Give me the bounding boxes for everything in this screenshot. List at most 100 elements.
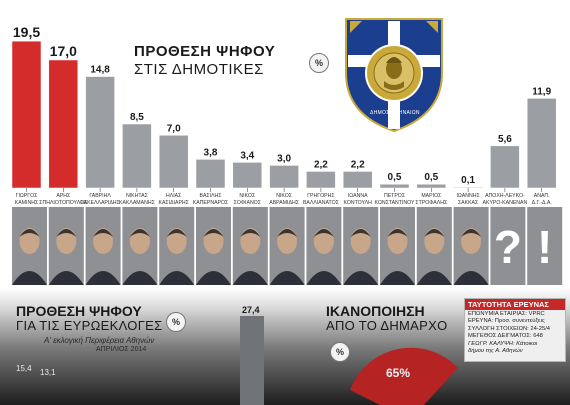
candidate-name-label: ΚΑΜΙΝΗΣ xyxy=(15,200,38,206)
candidate-name-label: ΑΡΗΣ xyxy=(56,193,70,199)
satisfaction-value: 65% xyxy=(386,366,411,380)
candidate-name-label: ΝΙΚΟΣ xyxy=(276,193,292,199)
candidate-portrait xyxy=(48,207,84,285)
survey-line: ΕΡΕΥΝΑ: Προσ. συνεντεύξεις xyxy=(468,318,545,325)
bar-value-label: 3,0 xyxy=(277,153,291,164)
candidate-portrait xyxy=(416,207,452,285)
candidate-name-label: ΙΩΑΝΝΑ xyxy=(348,193,368,199)
euro-title-line2: ΓΙΑ ΤΙΣ ΕΥΡΩΕΚΛΟΓΕΣ xyxy=(16,318,163,333)
bar xyxy=(306,171,336,189)
bar xyxy=(416,183,447,189)
survey-info-box: ΤΑΥΤΟΤΗΤΑ ΕΡΕΥΝΑΣ ΕΠΩΝΥΜΙΑ ΕΤΑΙΡΙΑΣ: VPR… xyxy=(464,298,566,362)
candidate-name-label: ΚΑΠΕΡΝΑΡΟΣ xyxy=(193,200,229,206)
candidate-portrait xyxy=(85,207,121,285)
candidate-name-label: ΙΩΑΝΝΗΣ xyxy=(456,193,479,199)
candidate-name-label: ΜΑΡΙΟΣ xyxy=(421,193,441,199)
candidate-portrait xyxy=(453,207,489,285)
satisfaction-title-line2: ΑΠΟ ΤΟ ΔΗΜΑΡΧΟ xyxy=(326,318,448,333)
candidate-name-label: ΚΩΝΣΤΑΝΤΙΝΟΥ xyxy=(375,200,416,206)
candidate-name-label: ΑΠΟΧΗ-ΛΕΥΚΟ- xyxy=(485,193,525,199)
candidate-name-label: ΠΕΤΡΟΣ xyxy=(384,193,405,199)
bar-value-label: 2,2 xyxy=(351,159,365,170)
bar xyxy=(195,159,226,189)
euro-subtitle-region: Α' εκλογική Περιφέρεια Αθηνών xyxy=(44,336,155,345)
bar-value-label: 14,8 xyxy=(90,65,110,76)
candidate-portrait xyxy=(343,207,379,285)
euro-subtitle-date: ΑΠΡΙΛΙΟΣ 2014 xyxy=(96,346,147,353)
candidate-name-label: ΑΚΥΡΟ-ΚΑΝΕΝΑΝ xyxy=(483,200,528,206)
candidate-name-label: ΑΝΑΠ. xyxy=(534,193,550,199)
candidate-portrait xyxy=(380,207,415,285)
survey-line: ΕΠΩΝΥΜΙΑ ΕΤΑΙΡΙΑΣ: VPRC xyxy=(468,311,545,317)
candidate-portrait xyxy=(269,207,305,285)
candidate-name-label: ΚΟΝΤΟΥΛΗ xyxy=(344,200,373,206)
candidate-name-label: ΗΛΙΑΣ xyxy=(166,193,181,199)
bar xyxy=(269,165,299,189)
candidate-name-label: ΣΤΡΟΦΑΛΗΣ xyxy=(415,200,447,206)
bar xyxy=(232,162,263,189)
candidate-name-label: ΚΑΣΙΔΙΑΡΗΣ xyxy=(159,200,189,206)
bar-value-label: 8,5 xyxy=(130,112,144,123)
bar-value-label: 19,5 xyxy=(13,24,40,40)
chart-title-line1: ΠΡΟΘΕΣΗ ΨΗΦΟΥ xyxy=(134,43,276,60)
survey-line: ΓΕΩΓΡ. ΚΑΛΥΨΗ: Κάτοικοι xyxy=(468,340,538,347)
chart-title-line2: ΣΤΙΣ ΔΗΜΟΤΙΚΕΣ xyxy=(134,61,264,78)
satisfaction-pie-slice xyxy=(350,347,458,405)
candidate-name-label: ΣΑΚΚΑΣ xyxy=(458,200,478,206)
euro-value-1: 15,4 xyxy=(16,364,32,373)
emblem-caption: ΔΗΜΟΣ ΑΘΗΝΑΙΩΝ xyxy=(370,110,420,116)
athens-emblem-icon xyxy=(345,18,443,133)
candidate-name-label: ΚΑΚΛΑΜΑΝΗΣ xyxy=(119,200,155,206)
bar-value-label: 0,5 xyxy=(388,172,402,183)
bar-value-label: 0,5 xyxy=(424,172,438,183)
bar xyxy=(85,76,115,189)
candidate-portrait xyxy=(306,207,342,285)
candidate-name-label: ΣΠΗΛΙΟΤΟΠΟΥΛΟΣ xyxy=(39,200,87,206)
candidate-name-label: ΓΙΩΡΓΟΣ xyxy=(16,193,38,199)
survey-line: ΜΕΓΕΘΟΣ ΔΕΙΓΜΑΤΟΣ: 648 xyxy=(468,333,543,340)
bar xyxy=(158,135,189,189)
candidate-name-label: ΒΑΣΙΛΗΣ xyxy=(200,193,222,199)
candidate-name-label: ΓΑΒΡΙΗΛ xyxy=(89,193,111,199)
bar xyxy=(48,59,79,189)
survey-box-title: ΤΑΥΤΟΤΗΤΑ ΕΡΕΥΝΑΣ xyxy=(465,299,565,310)
satisfaction-title-line1: ΙΚΑΝΟΠΟΙΗΣΗ xyxy=(326,303,425,319)
bar-value-label: 17,0 xyxy=(50,43,77,59)
bar xyxy=(11,40,42,189)
survey-line: ΣΥΛΛΟΓΗ ΣΤΟΙΧΕΙΩΝ: 24-25/4 xyxy=(468,325,551,332)
bar-value-label: 3,4 xyxy=(240,150,254,161)
bar xyxy=(453,186,483,189)
euro-title-line1: ΠΡΟΘΕΣΗ ΨΗΦΟΥ xyxy=(16,303,142,319)
candidate-portrait: ? xyxy=(490,207,526,285)
candidate-name-label: ΝΙΚΗΤΑΣ xyxy=(126,193,148,199)
portrait-mark: ? xyxy=(494,221,522,273)
bar-value-label: 0,1 xyxy=(461,175,475,186)
candidate-name-label: ΒΑΛΛΙΑΝΑΤΟΣ xyxy=(303,200,339,206)
bar-value-label: 5,6 xyxy=(498,134,512,145)
bar-value-label: 2,2 xyxy=(314,159,328,170)
survey-line: δήμου της Α. Αθηνών xyxy=(468,348,523,355)
euro-value-3: 27,4 xyxy=(242,305,260,315)
bar xyxy=(526,98,557,189)
candidate-name-label: ΝΙΚΟΣ xyxy=(239,193,255,199)
candidate-name-label: ΓΡΗΓΟΡΗΣ xyxy=(307,193,334,199)
bar xyxy=(379,183,410,189)
bar-value-label: 7,0 xyxy=(167,123,181,134)
portrait-mark: ! xyxy=(537,221,552,273)
bar xyxy=(490,145,520,189)
candidate-name-label: ΣΟΦΙΑΝΟΣ xyxy=(234,200,261,206)
euro-bar xyxy=(240,316,264,405)
satisfaction-percent-badge: % xyxy=(330,342,350,362)
candidate-name-label: ΑΒΡΑΜΙΔΗΣ xyxy=(269,200,299,206)
bar xyxy=(342,171,373,189)
percent-badge: % xyxy=(309,53,329,73)
candidate-portrait xyxy=(232,207,268,285)
candidate-name-label: Δ.Γ.-Δ.Α. xyxy=(532,200,552,206)
candidate-portrait xyxy=(12,207,47,285)
bar-value-label: 3,8 xyxy=(204,147,218,158)
candidate-portrait xyxy=(159,207,195,285)
candidate-name-label: ΣΑΚΕΛΛΑΡΙΔΗΣ xyxy=(80,200,119,206)
candidate-portrait xyxy=(196,207,231,285)
